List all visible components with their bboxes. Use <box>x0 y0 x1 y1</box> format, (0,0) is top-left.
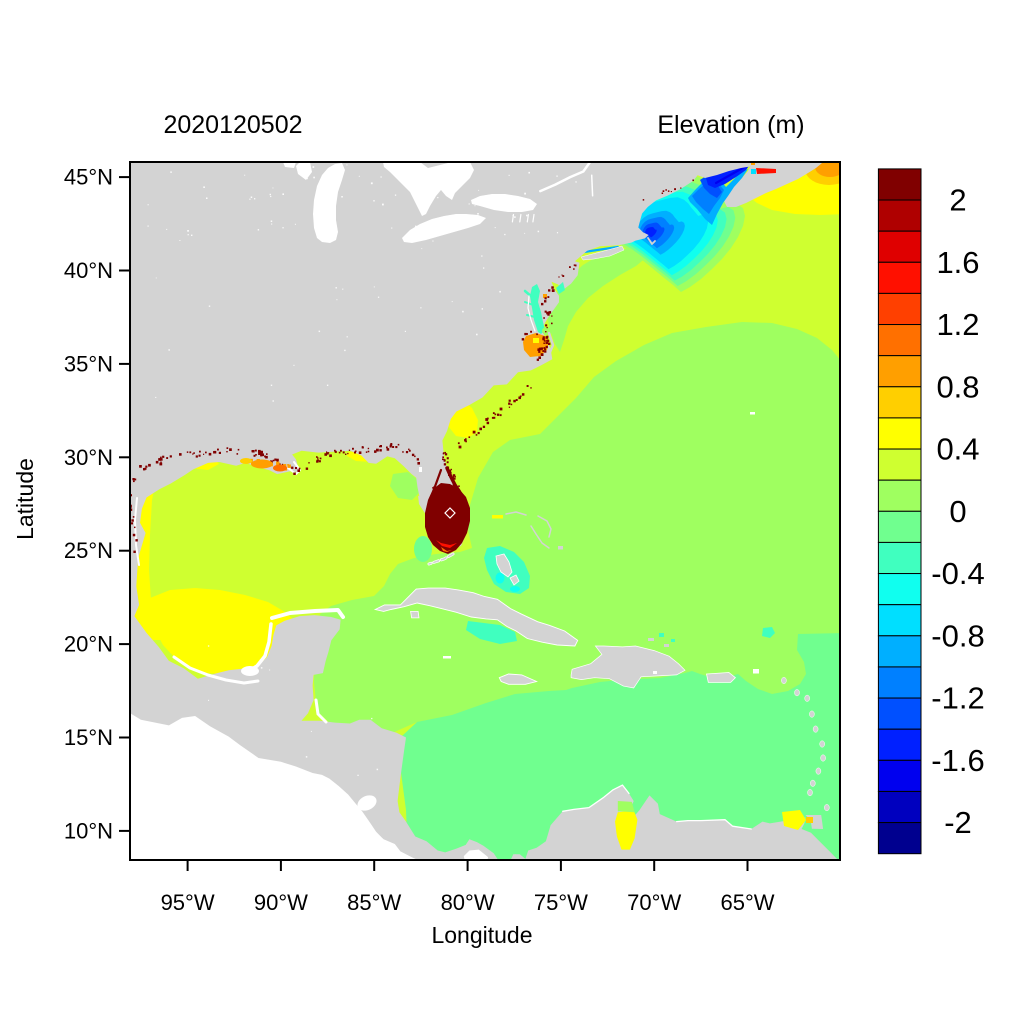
svg-text:10°N: 10°N <box>64 818 113 843</box>
svg-text:15°N: 15°N <box>64 725 113 750</box>
svg-text:90°W: 90°W <box>254 890 308 915</box>
svg-text:-1.2: -1.2 <box>931 681 984 716</box>
svg-text:80°W: 80°W <box>441 890 495 915</box>
svg-text:-0.4: -0.4 <box>931 556 984 591</box>
svg-text:Latitude: Latitude <box>12 458 38 540</box>
svg-text:65°W: 65°W <box>720 890 774 915</box>
svg-text:Elevation (m): Elevation (m) <box>657 111 804 139</box>
svg-text:40°N: 40°N <box>64 258 113 283</box>
svg-text:25°N: 25°N <box>64 538 113 563</box>
svg-text:-1.6: -1.6 <box>931 743 984 778</box>
svg-text:-2: -2 <box>944 805 972 840</box>
svg-text:2: 2 <box>949 183 966 218</box>
svg-text:85°W: 85°W <box>347 890 401 915</box>
svg-text:0.4: 0.4 <box>936 432 979 467</box>
svg-text:45°N: 45°N <box>64 165 113 190</box>
svg-text:70°W: 70°W <box>627 890 681 915</box>
svg-text:0: 0 <box>949 494 966 529</box>
svg-text:-0.8: -0.8 <box>931 618 984 653</box>
svg-text:2020120502: 2020120502 <box>163 111 302 139</box>
svg-text:0.8: 0.8 <box>936 369 979 404</box>
svg-text:1.6: 1.6 <box>936 245 979 280</box>
svg-text:95°W: 95°W <box>161 890 215 915</box>
svg-text:30°N: 30°N <box>64 445 113 470</box>
svg-text:35°N: 35°N <box>64 351 113 376</box>
svg-text:Longitude: Longitude <box>431 922 532 948</box>
svg-text:1.2: 1.2 <box>936 307 979 342</box>
svg-text:20°N: 20°N <box>64 632 113 657</box>
svg-text:75°W: 75°W <box>534 890 588 915</box>
